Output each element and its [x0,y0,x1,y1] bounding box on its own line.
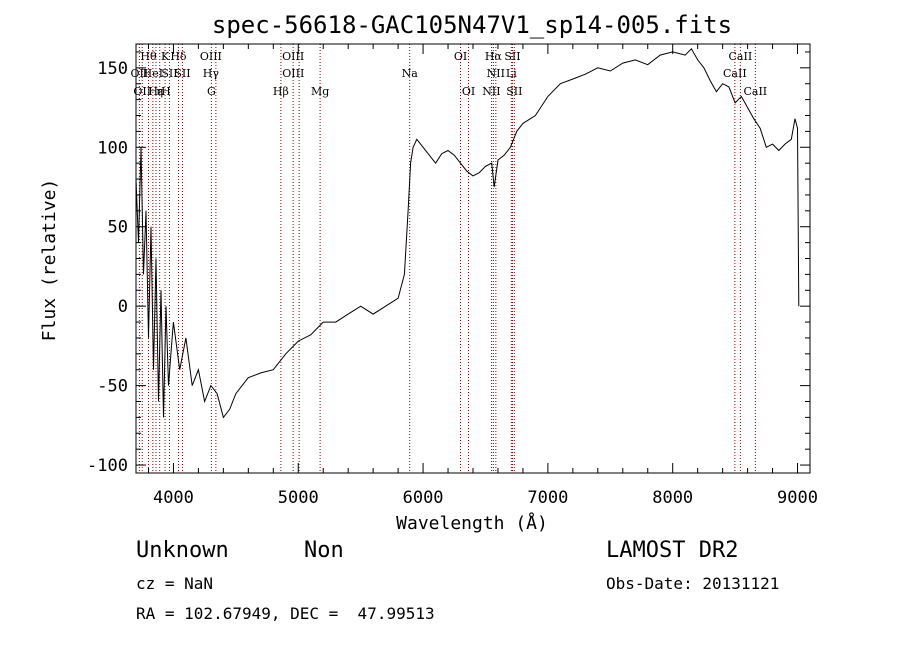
y-tick-label: 100 [97,138,128,158]
line-label: H [161,85,171,98]
line-label: η [156,85,163,98]
line-label: OII [131,67,149,80]
y-tick-label: 150 [97,59,128,79]
obs-date: Obs-Date: 20131121 [606,574,780,593]
line-label: CaII [729,50,753,63]
y-axis-label: Flux (relative) [39,179,60,342]
line-label: K [161,50,170,63]
x-axis-ticks: 4000 5000 6000 7000 8000 9000 [147,44,818,508]
spectrum-line [135,47,800,419]
y-tick-label: -50 [97,377,128,397]
line-label: SII [174,67,190,80]
x-axis-label: Wavelength (Å) [396,512,548,534]
object-class: Unknown [136,538,229,563]
line-label: OI [462,85,475,98]
line-label: CaII [723,67,747,80]
y-axis-ticks: -100 -50 0 50 100 150 [87,51,810,476]
y-tick-label: 0 [118,297,128,317]
survey-name: LAMOST DR2 [606,538,739,563]
y-tick-label: 50 [108,218,128,238]
x-tick-label: 6000 [403,488,444,508]
x-tick-label: 9000 [777,488,818,508]
emission-line-markers [138,44,756,473]
y-tick-label: -100 [87,456,128,476]
line-label: SII [506,85,522,98]
line-label: SII [504,50,520,63]
line-label: CaII [743,85,767,98]
line-label: Mg [311,85,329,98]
plot-frame [135,43,811,474]
line-label: Na [402,67,419,80]
line-label: OIII [200,50,222,63]
line-label: NII [487,67,505,80]
line-label: OII [133,85,151,98]
object-subclass: Non [304,538,344,563]
line-label: OIII [282,67,304,80]
line-label: Hβ [273,85,289,98]
line-label: G [207,85,216,98]
line-label: Hα [485,50,503,63]
line-label: SII [161,67,177,80]
chart-title: spec-56618-GAC105N47V1_sp14-005.fits [212,11,732,39]
line-label: Hε [148,85,164,98]
line-label: Li [506,67,517,80]
line-label: Hθ [140,50,157,63]
x-tick-label: 5000 [278,488,319,508]
x-tick-label: 8000 [652,488,693,508]
x-tick-label: 7000 [527,488,568,508]
line-label: OIII [282,50,304,63]
line-label: Hγ [203,67,220,80]
line-label: NII [482,85,500,98]
line-label: OI [454,50,467,63]
coordinates: RA = 102.67949, DEC = 47.99513 [136,604,435,623]
line-label: HeI [143,67,163,80]
spectrum-series [135,47,800,419]
line-label: Hδ [170,50,187,63]
redshift: cz = NaN [136,574,214,593]
x-tick-label: 4000 [153,488,194,508]
